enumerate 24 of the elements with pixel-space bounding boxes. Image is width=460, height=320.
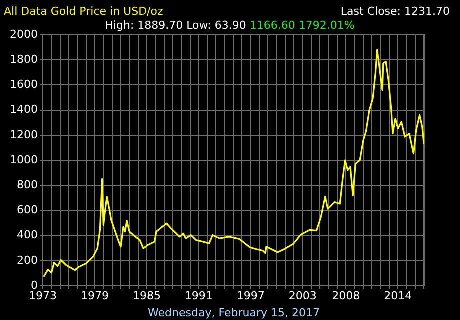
y-tick-label: 1800 (10, 52, 38, 66)
x-tick-label: 1979 (80, 289, 109, 302)
x-tick-label: 1973 (29, 289, 57, 302)
x-tick-label: 2003 (288, 289, 317, 302)
chart-title: All Data Gold Price in USD/oz (4, 5, 164, 18)
y-tick-label: 1200 (10, 128, 38, 142)
y-tick-label: 800 (17, 178, 38, 192)
x-tick-label: 1985 (132, 289, 161, 302)
text: 1166.60 1792.01% (250, 19, 355, 32)
y-tick-label: 1600 (10, 78, 38, 92)
x-tick-label: 2008 (332, 289, 360, 302)
y-tick-label: 600 (17, 204, 38, 217)
y-tick-label: 0 (31, 278, 38, 292)
y-tick-label: 400 (17, 228, 38, 242)
y-tick-label: 2000 (10, 28, 38, 41)
y-tick-label: 200 (17, 254, 38, 267)
y-tick-label: 1400 (10, 103, 38, 116)
y-tick-label: 1000 (10, 153, 38, 166)
text: Last Close: 1231.70 (340, 5, 450, 18)
x-tick-label: 1997 (236, 289, 265, 302)
x-axis-title: Wednesday, February 15, 2017 (148, 306, 320, 320)
chart-subtitle: High: 1889.70 Low: 63.90 (105, 19, 246, 32)
x-tick-label: 1991 (184, 289, 213, 302)
x-tick-label: 2014 (384, 289, 412, 302)
